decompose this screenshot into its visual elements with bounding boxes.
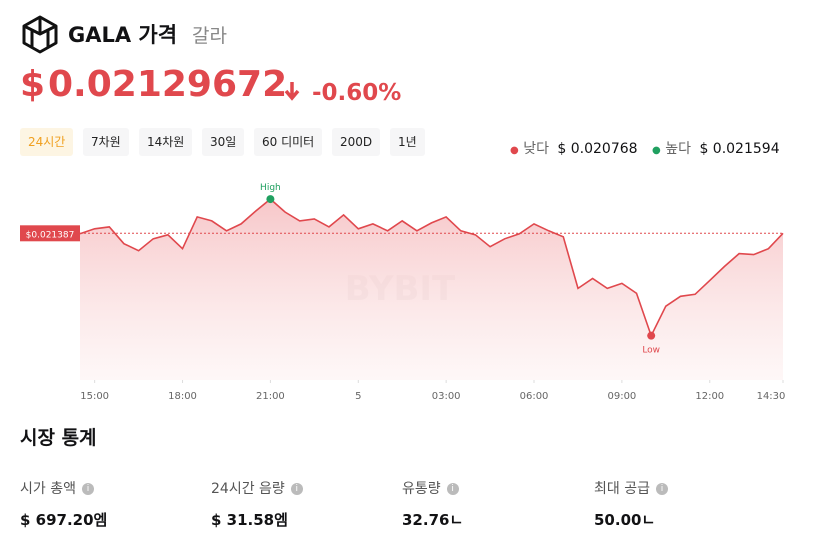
x-tick-label: 14:30 [757, 391, 786, 402]
reference-box [20, 225, 80, 242]
tab[interactable]: 200D [332, 128, 381, 156]
stat-label: 시가 총액 i [20, 478, 94, 498]
down-arrow [284, 82, 300, 101]
low-dot: ● [510, 145, 519, 156]
stat-label: 최대 공급 i [594, 478, 668, 498]
price-change: -0.60% [312, 80, 402, 106]
x-tick-label: 21:00 [256, 391, 285, 402]
stat-label: 24시간 음량 i [211, 478, 303, 498]
high-marker [266, 195, 275, 204]
stat-value: $ 697.20엠 [20, 511, 108, 529]
stat-label: 유통량 i [402, 478, 459, 498]
stat-value: 50.00ㄴ [594, 511, 656, 529]
low-label: Low [642, 346, 660, 356]
x-tick-label: 15:00 [80, 391, 109, 402]
price-chart: BYBIT$0.021387HighLow15:0018:0021:00503:… [20, 183, 786, 402]
price-value: 0.02129672 [48, 64, 288, 105]
info-icon[interactable]: i [290, 483, 303, 495]
coin-subtitle: 갈라 [192, 25, 227, 47]
tab[interactable]: 1년 [390, 128, 425, 156]
x-tick-label: 18:00 [168, 391, 197, 402]
coin-title: GALA 가격 [68, 23, 178, 47]
high-label: High [260, 183, 281, 193]
tab[interactable]: 24시간 [20, 128, 74, 156]
tab[interactable]: 60 디미터 [254, 128, 323, 156]
low-label: 낮다 [523, 141, 549, 157]
stat-value: 32.76ㄴ [402, 511, 464, 529]
stat-value: $ 31.58엠 [211, 511, 288, 529]
x-tick-label: 09:00 [607, 391, 636, 402]
info-icon[interactable]: i [446, 483, 459, 495]
tab[interactable]: 14차원 [139, 128, 193, 156]
price-line [79, 198, 784, 338]
low-marker [647, 331, 656, 340]
tab[interactable]: 30일 [202, 128, 245, 156]
price-symbol: $ [20, 64, 46, 105]
range-legend: ● 낮다 $ 0.020768 ● 높다 $ 0.021594 [510, 138, 780, 158]
info-icon[interactable]: i [655, 483, 668, 495]
stats-title: 시장 통계 [20, 427, 97, 449]
x-tick-label: 03:00 [432, 391, 461, 402]
gala-logo [22, 15, 58, 54]
price-area [80, 199, 783, 380]
reference-label: $0.021387 [26, 230, 75, 240]
high-value: $ 0.021594 [699, 141, 780, 157]
high-dot: ● [652, 145, 661, 156]
info-icon[interactable]: i [81, 483, 94, 495]
low-value: $ 0.020768 [557, 141, 638, 157]
tab[interactable]: 7차원 [83, 128, 129, 156]
x-tick-label: 06:00 [520, 391, 549, 402]
x-tick-label: 12:00 [695, 391, 724, 402]
high-label: 높다 [665, 141, 691, 157]
x-tick-label: 5 [355, 391, 361, 402]
